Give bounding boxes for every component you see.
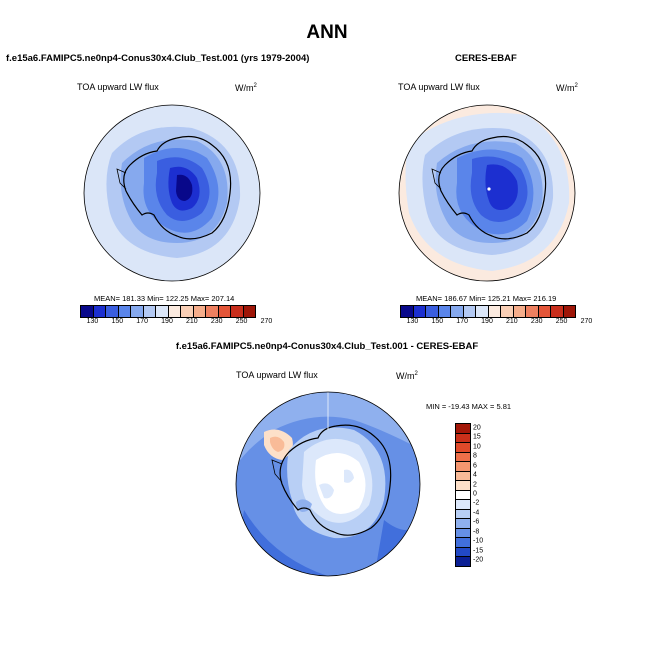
colorbar-swatch [218, 306, 231, 317]
colorbar-swatch [156, 306, 169, 317]
colorbar-swatch [488, 306, 501, 317]
colorbar-swatch [243, 306, 255, 317]
colorbar-tick-label: 250 [555, 318, 568, 325]
colorbar-tick-label: 210 [186, 318, 198, 325]
diff-panel-title: f.e15a6.FAMIPC5.ne0np4-Conus30x4.Club_Te… [175, 341, 479, 352]
colorbar-tick-label: 20 [473, 424, 481, 432]
colorbar-swatch [181, 306, 194, 317]
colorbar-swatch [118, 306, 131, 317]
colorbar-swatch [526, 306, 539, 317]
colorbar-swatch [456, 433, 470, 444]
colorbar-swatch [563, 306, 575, 317]
colorbar-swatch [401, 306, 414, 317]
colorbar-swatch [456, 547, 470, 558]
main-title: ANN [306, 22, 348, 43]
colorbar-swatch [131, 306, 144, 317]
colorbar-tick-label: 270 [580, 318, 593, 325]
colorbar-swatch [106, 306, 119, 317]
colorbar-tick-label: -6 [473, 518, 480, 526]
colorbar-swatch [143, 306, 156, 317]
colorbar-swatch [451, 306, 464, 317]
colorbar-tick-label: 190 [481, 318, 493, 325]
colorbar-tick-label: 6 [473, 462, 477, 470]
colorbar-swatch [206, 306, 219, 317]
obs-units-label: W/m2 [556, 83, 578, 93]
colorbar-swatch [456, 509, 470, 520]
model-stats: MEAN= 181.33 Min= 122.25 Max= 207.14 [94, 294, 235, 303]
model-colorbar [80, 305, 256, 318]
colorbar-swatch [456, 519, 470, 529]
colorbar-swatch [456, 500, 470, 510]
obs-variable-label: TOA upward LW flux [398, 82, 480, 92]
colorbar-tick-label: 170 [136, 318, 148, 325]
model-polar-map [83, 104, 261, 282]
colorbar-tick-label: 130 [86, 318, 99, 325]
colorbar-swatch [456, 528, 470, 539]
colorbar-tick-label: -20 [473, 556, 484, 564]
colorbar-tick-label: 2 [473, 481, 477, 489]
colorbar-tick-label: 150 [111, 318, 124, 325]
colorbar-tick-label: 10 [473, 443, 481, 451]
obs-panel-title: CERES-EBAF [455, 53, 517, 64]
colorbar-tick-label: -10 [473, 537, 484, 545]
colorbar-swatch [538, 306, 551, 317]
diff-variable-label: TOA upward LW flux [236, 370, 318, 380]
colorbar-swatch [456, 471, 470, 482]
colorbar-swatch [413, 306, 426, 317]
colorbar-swatch [456, 490, 470, 501]
colorbar-swatch [513, 306, 526, 317]
model-colorbar-labels: 130 150 170 190 210 230 250 270 [80, 318, 273, 328]
colorbar-tick-label: 230 [530, 318, 543, 325]
colorbar-tick-label: 270 [260, 318, 273, 325]
colorbar-tick-label: 8 [473, 452, 477, 460]
colorbar-swatch [501, 306, 514, 317]
colorbar-tick-label: 15 [473, 433, 481, 441]
diff-colorbar-labels: 20 15 10 8 6 4 2 0 -2 -4 -6 -8 -10 -15 -20 [473, 423, 503, 565]
colorbar-swatch [456, 452, 470, 463]
colorbar-swatch [456, 557, 470, 566]
diff-stats: MIN = -19.43 MAX = 5.81 [426, 402, 512, 411]
obs-colorbar [400, 305, 576, 318]
colorbar-tick-label: 130 [406, 318, 419, 325]
diff-colorbar [455, 423, 471, 567]
colorbar-tick-label: 4 [473, 471, 477, 479]
colorbar-swatch [463, 306, 476, 317]
colorbar-tick-label: -15 [473, 547, 484, 555]
colorbar-tick-label: 170 [456, 318, 468, 325]
colorbar-swatch [476, 306, 489, 317]
colorbar-swatch [193, 306, 206, 317]
colorbar-swatch [456, 462, 470, 472]
colorbar-tick-label: 0 [473, 490, 477, 498]
colorbar-swatch [438, 306, 451, 317]
colorbar-swatch [456, 424, 470, 434]
colorbar-swatch [426, 306, 439, 317]
colorbar-swatch [231, 306, 244, 317]
colorbar-swatch [456, 443, 470, 453]
obs-colorbar-labels: 130 150 170 190 210 230 250 270 [400, 318, 593, 328]
colorbar-swatch [456, 481, 470, 491]
obs-polar-map [398, 104, 576, 282]
diff-polar-map [235, 391, 421, 577]
colorbar-tick-label: -4 [473, 509, 480, 517]
colorbar-swatch [551, 306, 564, 317]
colorbar-swatch [456, 538, 470, 548]
colorbar-tick-label: 190 [161, 318, 173, 325]
colorbar-tick-label: -2 [473, 499, 480, 507]
colorbar-tick-label: 210 [506, 318, 518, 325]
colorbar-swatch [81, 306, 94, 317]
obs-stats: MEAN= 186.67 Min= 125.21 Max= 216.19 [416, 294, 557, 303]
colorbar-tick-label: -8 [473, 528, 480, 536]
colorbar-swatch [93, 306, 106, 317]
diff-units-label: W/m2 [396, 371, 418, 381]
model-units-label: W/m2 [235, 83, 257, 93]
colorbar-tick-label: 150 [431, 318, 444, 325]
model-panel-title: f.e15a6.FAMIPC5.ne0np4-Conus30x4.Club_Te… [6, 53, 310, 64]
model-variable-label: TOA upward LW flux [77, 82, 159, 92]
colorbar-tick-label: 250 [235, 318, 248, 325]
colorbar-swatch [168, 306, 181, 317]
colorbar-tick-label: 230 [210, 318, 223, 325]
